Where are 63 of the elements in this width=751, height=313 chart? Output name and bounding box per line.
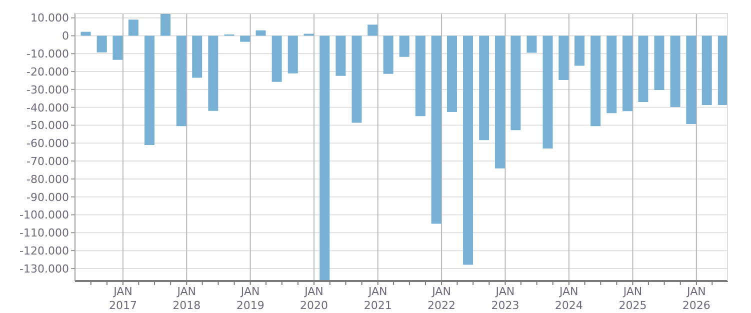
y-tick-label: -40.000 [26, 101, 69, 114]
x-tick-label: JAN 2017 [108, 285, 137, 312]
bar [542, 36, 553, 149]
x-tick-label: JAN 2025 [618, 285, 647, 312]
y-tick-label: -110.000 [20, 226, 69, 240]
bar [702, 36, 712, 106]
bar [622, 36, 632, 112]
bar [208, 36, 218, 111]
y-tick-label: -30.000 [26, 83, 69, 96]
bar [272, 36, 282, 82]
x-tick-label: JAN 2018 [172, 285, 201, 312]
bar [128, 20, 138, 36]
y-tick-label: -60.000 [26, 137, 69, 150]
bar [431, 36, 442, 224]
bar [526, 36, 537, 53]
bar [112, 36, 123, 60]
bar [510, 36, 521, 130]
bar [606, 36, 617, 114]
bar [336, 36, 346, 76]
y-tick-label: -70.000 [26, 154, 69, 168]
bar [160, 14, 171, 36]
y-tick-label: -100.000 [20, 208, 69, 222]
bar [176, 36, 186, 126]
y-tick-label: -130.000 [20, 262, 69, 276]
bar [654, 36, 664, 90]
y-tick-label: -90.000 [26, 190, 69, 204]
x-tick-label: JAN 2019 [236, 285, 264, 312]
bar [240, 36, 250, 42]
bar [399, 36, 410, 57]
x-tick-label: JAN 2023 [491, 285, 520, 312]
bar [686, 36, 696, 124]
bar [368, 24, 378, 36]
bar [463, 36, 474, 265]
bar [383, 36, 394, 74]
bar [558, 36, 569, 80]
x-tick-label: JAN 2024 [554, 285, 583, 312]
bar [352, 36, 362, 123]
bar [574, 36, 585, 66]
y-tick-label: 10.000 [30, 12, 69, 25]
bar [256, 30, 266, 36]
bar [446, 36, 457, 112]
x-tick-label: JAN 2026 [682, 285, 710, 312]
bar [320, 36, 330, 281]
bar [670, 36, 680, 107]
bar [415, 36, 426, 116]
bar [96, 36, 107, 52]
bar [479, 36, 490, 140]
bar [288, 36, 298, 74]
bar [192, 36, 202, 78]
y-tick-label: -10.000 [26, 48, 69, 61]
bar [638, 36, 648, 102]
y-tick-label: -120.000 [20, 244, 69, 258]
bar [590, 36, 601, 126]
x-tick-label: JAN 2020 [300, 285, 328, 312]
y-tick-label: -50.000 [26, 119, 69, 132]
bar [718, 36, 728, 106]
bar [144, 36, 154, 145]
bar [494, 36, 505, 168]
y-tick-label: -20.000 [26, 65, 69, 78]
y-tick-label: 0 [62, 30, 69, 43]
y-tick-label: -80.000 [26, 172, 69, 186]
x-tick-label: JAN 2021 [364, 285, 392, 312]
x-tick-label: JAN 2022 [428, 285, 456, 312]
